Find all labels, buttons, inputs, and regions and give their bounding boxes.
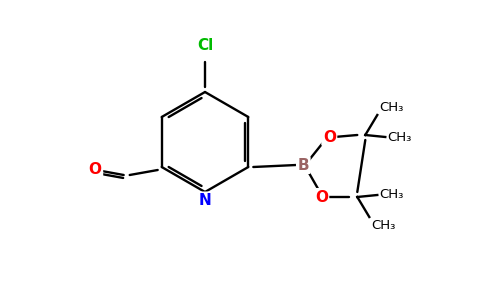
Text: CH₃: CH₃: [379, 100, 404, 113]
Text: B: B: [298, 158, 309, 172]
Text: CH₃: CH₃: [387, 130, 412, 143]
Text: Cl: Cl: [197, 38, 213, 53]
Text: O: O: [315, 190, 328, 205]
Text: CH₃: CH₃: [379, 188, 404, 200]
Text: O: O: [89, 161, 102, 176]
Text: N: N: [198, 193, 212, 208]
Text: O: O: [323, 130, 336, 145]
Text: CH₃: CH₃: [371, 218, 396, 232]
